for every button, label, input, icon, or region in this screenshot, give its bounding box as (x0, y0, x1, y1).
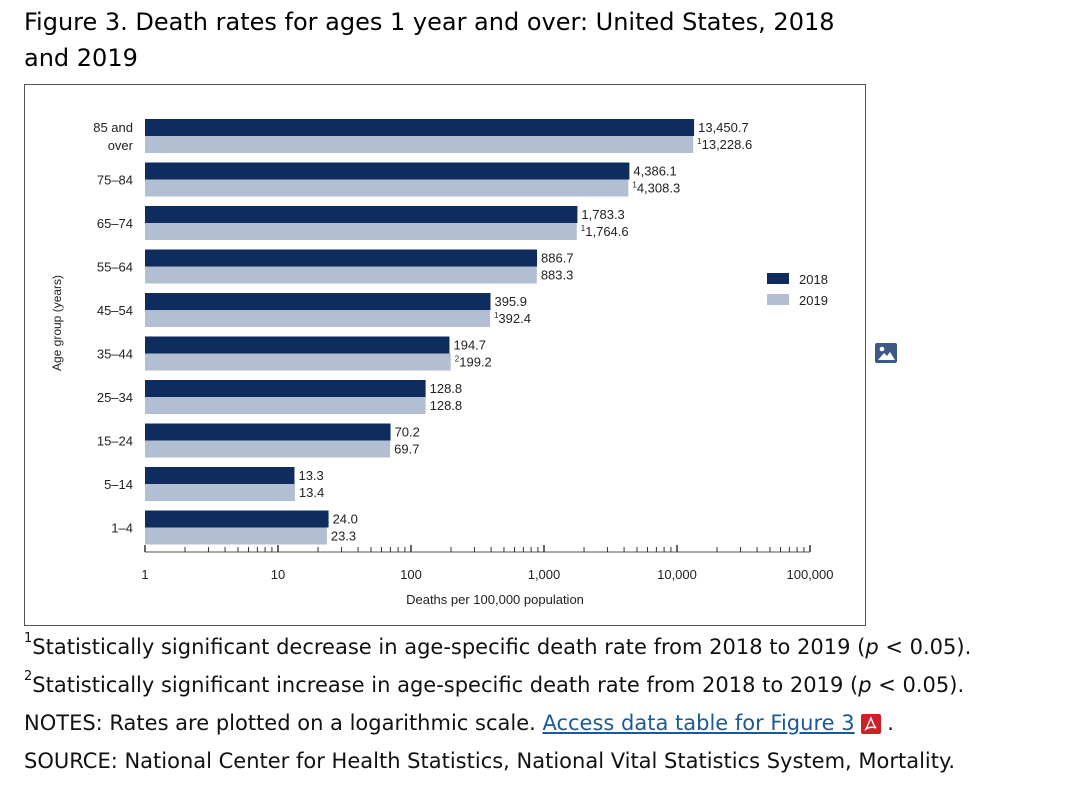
data-label-2019: 128.8 (430, 398, 463, 413)
bar-2018 (145, 206, 578, 223)
category-label: 25–34 (97, 390, 133, 405)
data-label-2019: 13.4 (299, 485, 324, 500)
data-label-2019: 11,764.6 (581, 224, 629, 239)
data-labels-layer: 13,450.7 113,228.6 4,386.1 14,308.3 1,783.3 1… (298, 120, 752, 544)
data-label-2019: 23.3 (331, 529, 356, 544)
category-label: 75–84 (97, 173, 133, 188)
data-label-2018: 128.8 (430, 381, 463, 396)
page-title: Figure 3. Death rates for ages 1 year an… (24, 8, 835, 72)
bar-2018 (145, 336, 450, 354)
category-label: 1–4 (111, 521, 133, 536)
source-line: SOURCE: National Center for Health Stati… (24, 749, 956, 773)
bar-2019 (145, 266, 537, 284)
data-label-2019: 883.3 (541, 268, 574, 283)
data-label-2018: 70.2 (395, 425, 420, 440)
data-label-2019: 2199.2 (455, 355, 492, 370)
footnote-1: 1Statistically significant decrease in a… (24, 628, 1074, 666)
category-label: 15–24 (97, 434, 133, 449)
data-label-2019: 69.7 (394, 442, 419, 457)
bar-2019 (145, 527, 327, 545)
x-axis: 1 10 100 1,000 10,000 100,000 (141, 545, 834, 582)
data-label-2019: 1392.4 (494, 311, 531, 326)
notes-end: . (880, 711, 894, 735)
x-tick-label: 10 (271, 567, 285, 582)
bar-2018 (145, 423, 391, 441)
data-label-2018: 395.9 (494, 294, 527, 309)
bar-2019 (145, 179, 629, 197)
bar-2019 (145, 484, 295, 501)
category-label: 55–64 (97, 260, 133, 275)
bar-2018 (145, 249, 538, 267)
x-tick-label: 100 (400, 567, 422, 582)
legend-swatch-2019 (767, 294, 789, 305)
x-tick-label: 10,000 (657, 567, 697, 582)
footnote-2-text: Statistically significant increase in ag… (32, 673, 859, 697)
image-icon[interactable] (875, 343, 897, 363)
data-label-2018: 886.7 (541, 251, 574, 266)
pdf-icon[interactable] (860, 714, 881, 734)
category-label: 5–14 (104, 477, 133, 492)
category-label: 65–74 (97, 216, 133, 231)
x-tick-label: 1 (141, 567, 148, 582)
x-tick-label: 1,000 (528, 567, 561, 582)
category-label: 45–54 (97, 303, 133, 318)
footnote-1-marker: 1 (24, 631, 33, 646)
data-label-2018: 4,386.1 (633, 164, 676, 179)
data-label-2019: 113,228.6 (697, 137, 752, 152)
bar-2019 (145, 223, 577, 240)
bar-2018 (145, 380, 426, 397)
bar-2018 (145, 119, 695, 136)
data-label-2018: 13.3 (298, 468, 323, 483)
bar-2019 (145, 136, 694, 153)
data-label-2018: 1,783.3 (581, 207, 624, 222)
footnote-2-p: p (858, 673, 872, 697)
category-labels-layer: 85 and over 75–84 65–74 55–64 45–54 35–44 25–34… (93, 120, 133, 536)
x-axis-label: Deaths per 100,000 population (406, 592, 584, 607)
legend-swatch-2018 (767, 273, 789, 284)
notes-line: NOTES: Rates are plotted on a logarithmi… (24, 704, 1074, 742)
data-label-2018: 194.7 (453, 338, 486, 353)
footnote-1-end: < 0.05). (878, 635, 972, 659)
bar-2019 (145, 440, 391, 458)
bar-2019 (145, 397, 426, 414)
category-label: 35–44 (97, 347, 133, 362)
chart-notes: 1Statistically significant decrease in a… (24, 628, 1074, 780)
footnote-1-text: Statistically significant decrease in ag… (32, 635, 866, 659)
chart-frame: 13,450.7 113,228.6 4,386.1 14,308.3 1,783.3 1… (24, 84, 866, 626)
footnote-1-p: p (865, 635, 879, 659)
bars-layer (145, 119, 695, 545)
category-label: 85 and over (93, 120, 133, 153)
bar-2018 (145, 293, 491, 310)
bar-2018 (145, 510, 329, 528)
legend-label-2019: 2019 (799, 293, 828, 308)
footnote-2: 2Statistically significant increase in a… (24, 666, 1074, 704)
bar-2018 (145, 467, 295, 484)
y-axis-label: Age group (years) (50, 275, 64, 371)
legend: 2018 2019 (767, 272, 828, 308)
bar-2018 (145, 162, 630, 180)
x-tick-label: 100,000 (787, 567, 834, 582)
footnote-2-marker: 2 (24, 669, 33, 684)
footnote-2-end: < 0.05). (871, 673, 965, 697)
data-table-link[interactable]: Access data table for Figure 3 (542, 711, 855, 735)
bar-2019 (145, 310, 490, 327)
legend-label-2018: 2018 (799, 272, 828, 287)
bar-2019 (145, 353, 451, 371)
bar-chart: 13,450.7 113,228.6 4,386.1 14,308.3 1,783.3 1… (50, 119, 834, 607)
data-label-2018: 13,450.7 (698, 120, 749, 135)
data-label-2019: 14,308.3 (632, 181, 680, 196)
data-label-2018: 24.0 (333, 512, 358, 527)
notes-text: NOTES: Rates are plotted on a logarithmi… (24, 711, 543, 735)
